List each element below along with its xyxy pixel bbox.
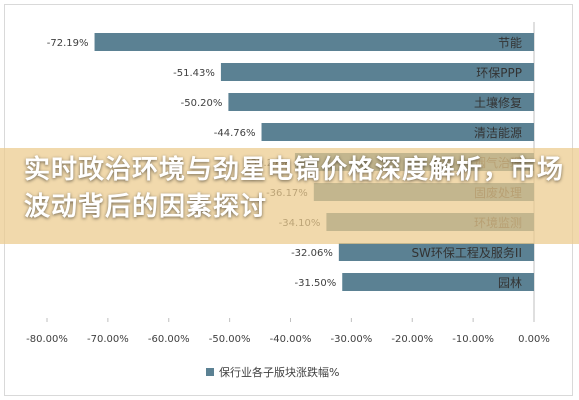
bar bbox=[220, 63, 535, 81]
data-label: -31.50% bbox=[294, 278, 336, 289]
data-label: -51.43% bbox=[173, 68, 215, 79]
x-tick-label: -80.00% bbox=[26, 334, 68, 345]
x-tick-label: 0.00% bbox=[518, 334, 550, 345]
category-label: 清洁能源 bbox=[474, 126, 522, 140]
x-tick-label: -40.00% bbox=[270, 334, 312, 345]
legend-label: 保行业各子版块涨跌幅% bbox=[219, 366, 340, 379]
data-label: -72.19% bbox=[47, 38, 89, 49]
x-tick-label: -60.00% bbox=[148, 334, 190, 345]
data-label: -44.76% bbox=[214, 128, 256, 139]
category-label: 节能 bbox=[498, 36, 522, 50]
title-banner bbox=[0, 148, 579, 244]
category-label: 环保PPP bbox=[476, 66, 522, 80]
data-label: -50.20% bbox=[181, 98, 223, 109]
bar bbox=[261, 123, 534, 141]
bar bbox=[338, 243, 534, 261]
bar bbox=[228, 93, 534, 111]
bar bbox=[342, 273, 534, 291]
x-tick-label: -20.00% bbox=[391, 334, 433, 345]
bar bbox=[94, 33, 535, 51]
x-tick-label: -10.00% bbox=[452, 334, 494, 345]
category-label: 土壤修复 bbox=[474, 95, 522, 110]
category-label: 园林 bbox=[498, 276, 522, 290]
data-label: -32.06% bbox=[291, 248, 333, 259]
x-tick-label: -30.00% bbox=[331, 334, 373, 345]
banner-title: 实时政治环境与劲星电镐价格深度解析，市场波动背后的因素探讨 bbox=[24, 155, 565, 222]
category-label: SW环保工程及服务II bbox=[411, 245, 522, 260]
x-tick-label: -70.00% bbox=[87, 334, 129, 345]
x-tick-label: -50.00% bbox=[209, 334, 251, 345]
legend-swatch bbox=[206, 368, 214, 376]
chart-legend: 保行业各子版块涨跌幅% bbox=[206, 364, 339, 380]
